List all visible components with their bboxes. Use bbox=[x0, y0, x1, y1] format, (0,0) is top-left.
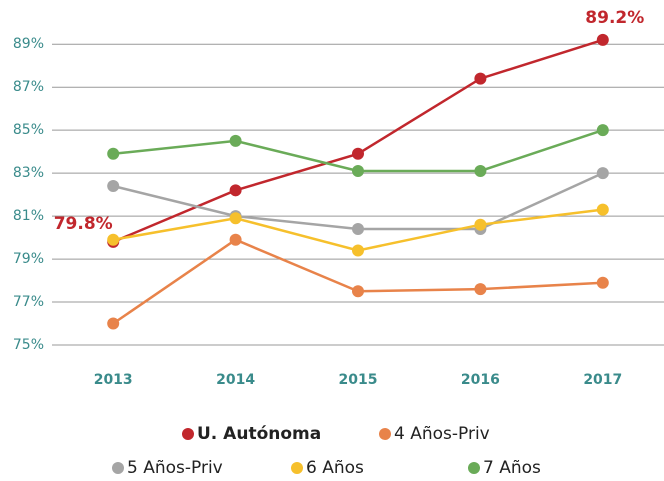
data-point bbox=[107, 233, 120, 246]
data-point bbox=[229, 134, 242, 147]
data-point bbox=[107, 180, 120, 193]
data-point bbox=[229, 212, 242, 225]
value-label: 89.2% bbox=[585, 8, 644, 28]
data-point bbox=[596, 33, 609, 46]
x-tick-label: 2017 bbox=[583, 372, 622, 388]
y-tick-label: 89% bbox=[13, 36, 44, 52]
legend-swatch bbox=[291, 462, 303, 474]
y-tick-label: 81% bbox=[13, 208, 44, 224]
legend-swatch bbox=[182, 428, 194, 440]
data-point bbox=[596, 167, 609, 180]
data-point bbox=[107, 147, 120, 160]
x-tick-label: 2014 bbox=[216, 372, 255, 388]
value-label: 79.8% bbox=[54, 214, 113, 234]
data-point bbox=[107, 317, 120, 330]
y-tick-label: 85% bbox=[13, 122, 44, 138]
data-point bbox=[596, 276, 609, 289]
legend-label: 6 Años bbox=[306, 458, 364, 477]
y-tick-label: 79% bbox=[13, 251, 44, 267]
x-tick-label: 2016 bbox=[461, 372, 500, 388]
data-point bbox=[352, 285, 364, 298]
data-point bbox=[352, 147, 364, 160]
y-tick-label: 83% bbox=[13, 165, 44, 181]
y-tick-label: 75% bbox=[13, 337, 44, 353]
x-tick-label: 2015 bbox=[339, 372, 378, 388]
legend-swatch bbox=[112, 462, 124, 474]
legend-swatch bbox=[379, 428, 391, 440]
legend-swatch bbox=[468, 462, 480, 474]
series-line bbox=[112, 171, 604, 231]
y-tick-label: 87% bbox=[13, 79, 44, 95]
legend-label: 7 Años bbox=[483, 458, 541, 477]
legend-label: 5 Años-Priv bbox=[127, 458, 223, 477]
data-point bbox=[229, 233, 242, 246]
x-tick-label: 2013 bbox=[94, 372, 133, 388]
data-point bbox=[352, 222, 364, 235]
y-tick-label: 77% bbox=[13, 294, 44, 310]
data-point bbox=[474, 218, 487, 231]
series-line bbox=[112, 38, 604, 244]
data-point bbox=[229, 184, 242, 197]
data-point bbox=[352, 244, 364, 257]
data-point bbox=[474, 283, 487, 296]
legend-label: U. Autónoma bbox=[197, 424, 321, 444]
data-point bbox=[474, 72, 487, 85]
data-point bbox=[474, 164, 487, 177]
data-point bbox=[596, 124, 609, 137]
data-point bbox=[352, 164, 364, 177]
legend-label: 4 Años-Priv bbox=[394, 424, 490, 444]
data-point bbox=[596, 203, 609, 216]
